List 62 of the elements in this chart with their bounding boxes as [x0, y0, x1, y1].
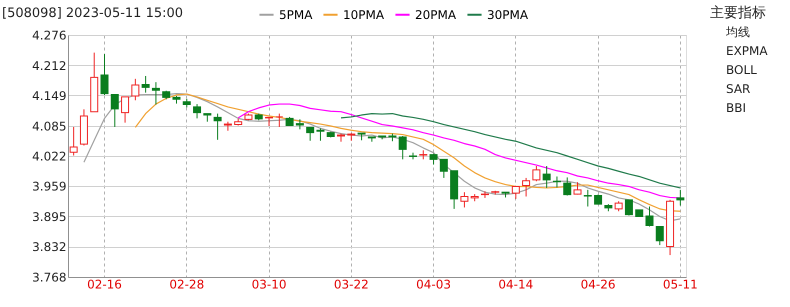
x-tick-label: 04-03: [416, 278, 451, 292]
candlestick: [522, 177, 530, 197]
candlestick: [624, 199, 633, 216]
x-tick-label: 04-14: [498, 278, 534, 292]
x-tick-label: 03-22: [334, 278, 369, 292]
legend-label: 5PMA: [279, 8, 314, 22]
candlestick: [656, 226, 664, 246]
x-tick-label: 03-10: [252, 278, 286, 292]
text: EXPMA: [726, 44, 768, 58]
candlestick: [100, 54, 109, 96]
candlestick: [512, 186, 520, 200]
text: 均线: [725, 25, 750, 39]
x-tick-label: 02-28: [169, 278, 204, 292]
legend-label: 10PMA: [343, 8, 385, 22]
candlestick: [224, 121, 232, 132]
candlestick: [306, 126, 314, 142]
line-series: [340, 113, 681, 189]
x-tick-label: 04-26: [580, 278, 616, 292]
candlestick: [419, 150, 428, 160]
y-tick-label: 3.895: [32, 210, 66, 224]
candlestick: [152, 82, 160, 106]
x-tick-label: 02-16: [87, 278, 122, 292]
candlestick: [584, 189, 592, 207]
text: SAR: [726, 82, 750, 96]
text: BBI: [726, 101, 746, 115]
y-tick-label: 4.276: [32, 28, 66, 42]
candlestick: [398, 135, 407, 160]
legend-label: 30PMA: [487, 8, 529, 22]
y-tick-label: 4.022: [32, 150, 66, 164]
candlestick: [460, 192, 468, 208]
candlestick: [142, 75, 150, 94]
text: BOLL: [726, 63, 758, 77]
candlestick: [70, 126, 78, 156]
candlestick: [214, 113, 222, 140]
candlestick: [532, 166, 540, 182]
legend-label: 20PMA: [415, 8, 457, 22]
y-tick-label: 4.149: [32, 89, 66, 103]
line-series: [134, 93, 681, 212]
candlestick: [131, 78, 140, 101]
candlestick: [552, 176, 561, 188]
y-tick-label: 3.959: [32, 180, 66, 194]
candlestick: [563, 176, 572, 196]
y-tick-label: 3.832: [32, 240, 66, 254]
x-tick-label: 05-11: [662, 278, 698, 292]
candlestick: [121, 96, 130, 124]
y-tick-label: 4.085: [32, 119, 66, 134]
y-tick-label: 4.212: [32, 58, 66, 73]
chart-title: [508098] 2023-05-11 15:00: [2, 6, 184, 21]
candlestick: [430, 153, 438, 166]
y-tick-label: 3.768: [32, 270, 66, 284]
candlestick: [614, 200, 623, 212]
candlestick: [440, 158, 448, 178]
candlestick: [275, 113, 284, 128]
candlestick: [542, 166, 551, 188]
candlestick: [676, 189, 684, 206]
candlestick: [296, 118, 304, 130]
candlestick: [110, 94, 119, 128]
candlestick: [574, 182, 582, 196]
candlestick: [645, 206, 654, 228]
candlestick: [193, 104, 202, 119]
text: 主要指标: [710, 5, 766, 21]
candlestick: [286, 116, 294, 126]
